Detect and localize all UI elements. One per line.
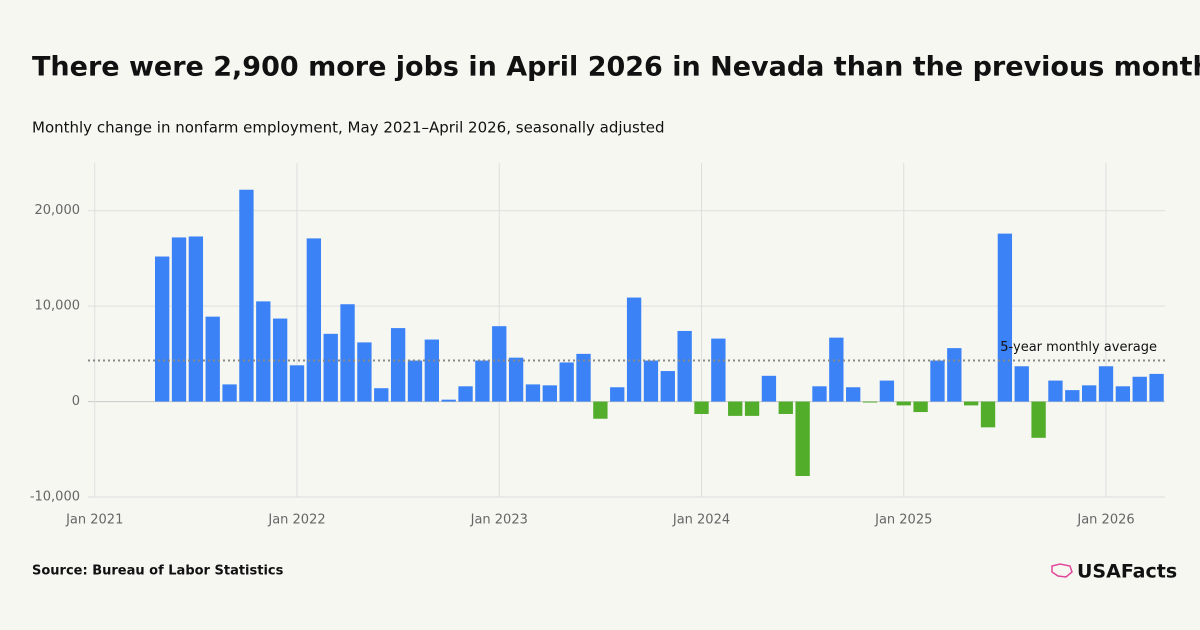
bar: [1115, 386, 1131, 402]
bar: [525, 384, 541, 402]
bar: [289, 365, 305, 402]
bar: [913, 401, 928, 413]
chart-title: There were 2,900 more jobs in April 2026…: [32, 52, 1200, 83]
bar: [340, 304, 355, 402]
bar: [1065, 390, 1080, 402]
y-tick-label: 10,000: [35, 299, 81, 314]
bar: [171, 237, 187, 402]
bar: [626, 297, 642, 402]
bar: [1149, 373, 1164, 402]
bar: [930, 360, 945, 402]
bar: [1098, 366, 1114, 402]
bar: [306, 238, 322, 402]
bar: [694, 401, 709, 414]
bar: [677, 330, 692, 402]
bar: [744, 401, 760, 416]
x-tick-label: Jan 2022: [267, 513, 325, 528]
bar: [256, 301, 271, 402]
bar: [492, 326, 507, 402]
y-tick-label: 20,000: [35, 203, 81, 218]
bar: [1014, 366, 1029, 402]
bar: [1048, 380, 1063, 402]
bar: [205, 316, 220, 402]
x-tick-label: Jan 2026: [1076, 513, 1134, 528]
x-tick-label: Jan 2025: [874, 513, 932, 528]
bar: [559, 362, 574, 402]
bar: [795, 401, 810, 477]
bar: [542, 385, 557, 402]
source: Source: Bureau of Labor Statistics: [32, 564, 284, 579]
bar: [407, 360, 423, 402]
bar: [728, 401, 743, 416]
bar: [1081, 385, 1097, 402]
bar: [846, 387, 861, 402]
bar: [239, 189, 254, 402]
bar: [374, 388, 389, 402]
bar: [812, 386, 827, 402]
y-tick-label: 0: [72, 394, 80, 409]
bar: [879, 380, 895, 402]
bar: [154, 256, 170, 402]
bar: [188, 236, 204, 402]
bar: [964, 401, 979, 406]
bar: [643, 360, 659, 402]
bar: [458, 386, 473, 402]
bar: [441, 399, 456, 402]
chart-subtitle: Monthly change in nonfarm employment, Ma…: [32, 119, 665, 137]
bar: [222, 384, 237, 402]
bar: [997, 233, 1013, 402]
bar: [424, 339, 439, 402]
bar: [980, 401, 996, 428]
bar: [357, 342, 372, 402]
bar: [829, 337, 844, 402]
bar: [896, 401, 911, 406]
bar: [610, 387, 625, 402]
logo: USAFacts: [1077, 561, 1177, 583]
bar: [508, 357, 524, 402]
bar: [947, 348, 962, 402]
bar: [475, 360, 490, 402]
bar: [390, 328, 406, 402]
x-tick-label: Jan 2021: [65, 513, 123, 528]
bar: [323, 333, 338, 402]
bar: [761, 375, 777, 402]
x-tick-label: Jan 2024: [672, 513, 730, 528]
bar: [711, 338, 726, 402]
bar: [576, 353, 591, 402]
reference-label: 5-year monthly average: [1000, 340, 1157, 355]
bar: [1031, 401, 1046, 438]
bar: [272, 318, 288, 402]
bar: [778, 401, 793, 414]
x-tick-label: Jan 2023: [470, 513, 528, 528]
bar: [660, 371, 675, 402]
logo-icon: [1051, 563, 1073, 578]
bar: [1132, 376, 1147, 402]
bar: [862, 401, 878, 403]
bar: [593, 401, 608, 419]
y-tick-label: -10,000: [30, 490, 80, 505]
